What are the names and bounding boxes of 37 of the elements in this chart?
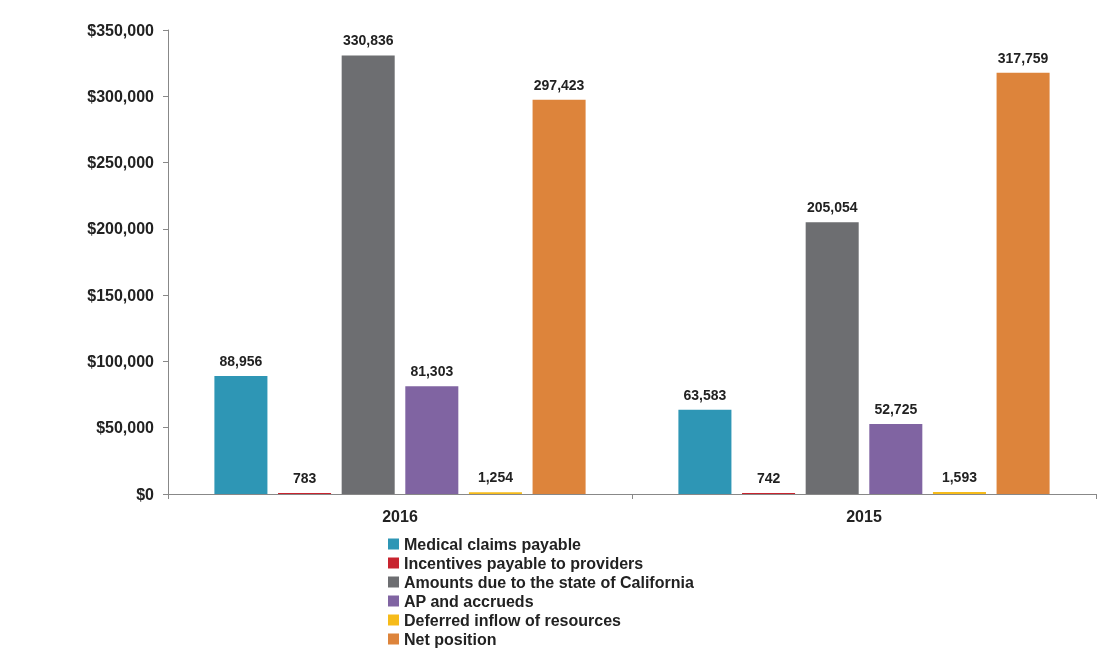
- data-label: 330,836: [342, 32, 394, 49]
- data-label: 88,956: [219, 353, 263, 370]
- bar: [341, 55, 395, 494]
- data-label: 1,254: [477, 469, 514, 486]
- legend-label: Deferred inflow of resources: [404, 611, 622, 629]
- bar: [532, 99, 586, 494]
- x-tick-label: 2015: [846, 507, 882, 525]
- bar: [805, 222, 859, 494]
- bar: [678, 409, 732, 494]
- bar: [932, 491, 986, 494]
- y-tick-label: $150,000: [87, 286, 155, 304]
- x-tick-label: 2016: [382, 507, 418, 525]
- data-label: 205,054: [806, 199, 858, 216]
- data-label: 52,725: [874, 401, 918, 418]
- legend-label: Net position: [404, 630, 497, 648]
- y-tick-label: $300,000: [87, 87, 155, 105]
- y-tick-label: $50,000: [96, 419, 155, 437]
- y-tick-label: $250,000: [87, 154, 155, 172]
- legend-label: AP and accrueds: [404, 592, 534, 610]
- data-label: 1,593: [941, 468, 978, 485]
- y-tick-label: $350,000: [87, 21, 155, 39]
- bar: [996, 72, 1050, 494]
- data-label: 783: [292, 469, 317, 486]
- bar: [405, 386, 459, 494]
- y-tick-label: $100,000: [87, 352, 155, 370]
- bar: [869, 424, 923, 494]
- y-tick-label: $200,000: [87, 220, 155, 238]
- bar: [214, 376, 268, 494]
- y-tick-label: $0: [136, 485, 155, 503]
- data-label: 742: [756, 470, 781, 487]
- legend-label: Amounts due to the state of California: [404, 573, 694, 591]
- data-label: 317,759: [997, 49, 1049, 66]
- legend-label: Medical claims payable: [404, 535, 582, 553]
- data-label: 297,423: [533, 76, 585, 93]
- data-label: 63,583: [683, 386, 727, 403]
- legend-label: Incentives payable to providers: [404, 554, 644, 572]
- data-label: 81,303: [410, 363, 454, 380]
